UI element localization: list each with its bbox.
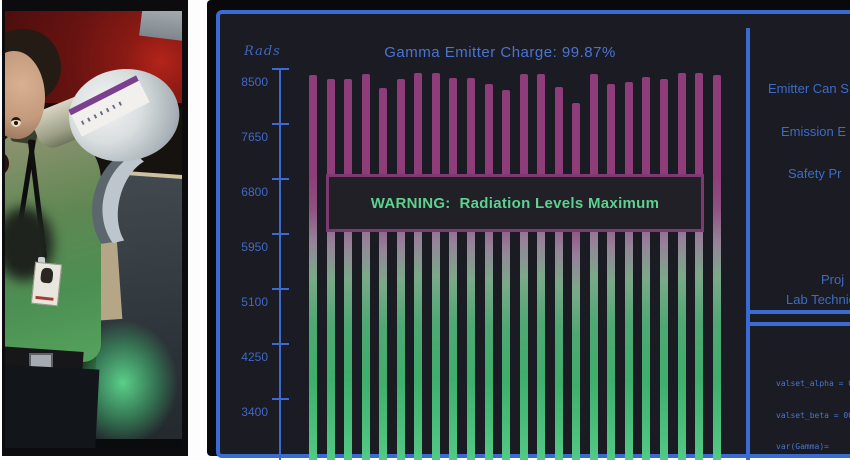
radiation-bar: [642, 77, 651, 460]
status-line-project: Proj: [821, 272, 845, 287]
warning-text: WARNING: Radiation Levels Maximum: [370, 194, 660, 212]
y-tick-label: 5950: [241, 240, 268, 254]
lab-monitor: Rads Gamma Emitter Charge: 99.87% 8500 76…: [207, 0, 850, 460]
radiation-bar: [361, 73, 370, 460]
radiation-bar: [326, 79, 335, 460]
badge-photo: [40, 267, 54, 284]
status-line-safety: Safety Pr: [788, 166, 842, 181]
radiation-bar: [572, 102, 581, 460]
photo-scientist: [2, 0, 188, 456]
code-line: var(Gamma)=: [776, 442, 829, 451]
eye-right: [11, 117, 21, 127]
y-tick-label: 4250: [241, 350, 268, 364]
radiation-bar: [677, 73, 686, 460]
crt-screen: Rads Gamma Emitter Charge: 99.87% 8500 76…: [216, 10, 850, 460]
code-panel: valset_alpha = 0002 valset_beta = 0012. …: [776, 358, 850, 460]
y-axis-line: [279, 68, 281, 460]
y-tick-mark: [272, 123, 289, 125]
y-axis-unit-label: Rads: [244, 44, 281, 59]
status-line-emitter-can: Emitter Can S: [768, 81, 849, 96]
radiation-bar: [519, 73, 528, 460]
radiation-bar: [554, 86, 563, 460]
panel-divider-horizontal: [750, 310, 850, 314]
y-tick-mark: [272, 68, 289, 70]
radiation-bar: [484, 84, 493, 460]
radiation-bar: [344, 79, 353, 460]
radiation-bar: [396, 79, 405, 460]
y-tick-label: 7650: [241, 130, 268, 144]
id-badge: [30, 261, 63, 307]
radiation-bar: [624, 82, 633, 460]
radiation-bar: [414, 73, 423, 460]
status-line-emission: Emission E: [781, 124, 847, 139]
warning-box: WARNING: Radiation Levels Maximum: [326, 174, 704, 232]
chart-title: Gamma Emitter Charge: 99.87%: [384, 44, 616, 61]
panel-divider-vertical: [746, 28, 750, 460]
radiation-bar: [466, 77, 475, 460]
radiation-bar: [607, 84, 616, 460]
status-line-lab-technician: Lab Technic: [786, 292, 850, 307]
radiation-bar: [660, 79, 668, 460]
radiation-bar: [502, 90, 511, 460]
radiation-bar: [589, 73, 598, 460]
y-tick-label: 3400: [241, 405, 268, 419]
y-tick-mark: [272, 398, 289, 400]
y-tick-mark: [272, 343, 289, 345]
panel-divider-horizontal: [750, 322, 850, 326]
radiation-bar: [379, 88, 388, 460]
photo-content: [5, 11, 182, 448]
radiation-bar: [431, 73, 440, 460]
radiation-bar: [309, 75, 317, 460]
radiation-bar: [712, 75, 721, 460]
radiation-bar: [537, 73, 546, 460]
y-tick-label: 6800: [241, 185, 268, 199]
y-tick-label: 8500: [241, 75, 268, 89]
y-tick-mark: [272, 288, 289, 290]
pants: [5, 364, 100, 448]
y-tick-mark: [272, 233, 289, 235]
badge-stripe: [35, 295, 54, 301]
y-tick-label: 5100: [241, 295, 268, 309]
code-line: valset_beta = 0012.: [776, 410, 850, 420]
y-tick-mark: [272, 178, 289, 180]
open-mouth: [5, 153, 9, 174]
radiation-bar: [449, 77, 458, 460]
code-line: valset_alpha = 0002: [776, 379, 850, 388]
radiation-bar: [695, 73, 704, 460]
